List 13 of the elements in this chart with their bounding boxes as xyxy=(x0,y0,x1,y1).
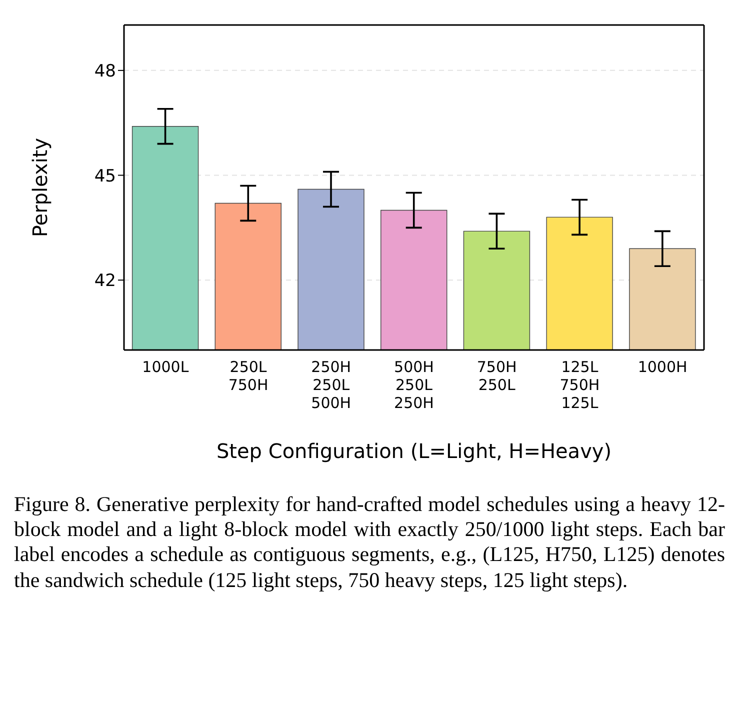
x-tick-label: 1000H xyxy=(638,358,688,376)
y-tick-label: 42 xyxy=(94,271,116,292)
y-tick-label: 45 xyxy=(94,166,116,186)
x-tick-label: 1000L xyxy=(142,358,190,376)
y-axis-title: Perplexity xyxy=(28,138,52,238)
y-tick-label: 48 xyxy=(94,61,116,82)
x-tick-label: 125L 750H 125L xyxy=(560,358,600,412)
x-tick-label: 250L 750H xyxy=(228,358,268,394)
x-tick-label: 250H 250L 500H xyxy=(311,358,352,412)
x-tick-label: 500H 250L 250H xyxy=(394,358,434,412)
caption: Figure 8. Generative perplexity for hand-crafted model schedules using a heavy 12-block model and a light 8-block model with exactly 250/1000 light steps. Each bar label encodes a schedule as contiguous segments, e.g., (L125, H750, L125) denotes the sandwich schedule (125 light steps, 750 heavy steps, 125 light steps). xyxy=(14,492,725,593)
x-tick-label: 750H 250L xyxy=(476,358,517,394)
x-axis-title: Step Configuration (L=Light, H=Heavy) xyxy=(216,439,612,463)
